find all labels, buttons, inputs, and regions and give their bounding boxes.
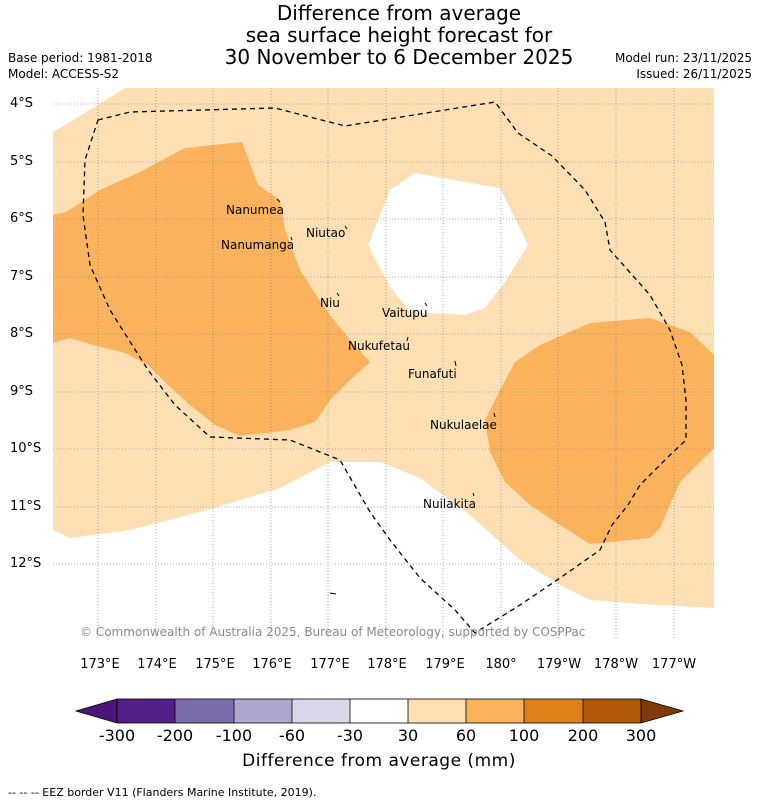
colorbar-swatch-4 [292, 699, 350, 723]
title-line-1: Difference from average [276, 1, 522, 25]
island-label-nukulaelae: Nukulaelae [430, 418, 497, 432]
eez-border [82, 101, 687, 634]
contour-band-60-100-east [485, 318, 714, 544]
lon-label-176e: 176°E [252, 657, 292, 672]
lat-label-5s: 5°S [10, 154, 34, 169]
colorbar-swatch-7 [466, 699, 524, 723]
lat-label-9s: 9°S [10, 384, 34, 399]
lon-label-179w: 179°W [536, 657, 582, 672]
lon-label-173e: 173°E [80, 657, 120, 672]
colorbar-swatch-9 [583, 699, 641, 723]
base-period: Base period: 1981-2018 [8, 51, 153, 65]
colorbar-swatch-3 [234, 699, 292, 723]
lat-label-8s: 8°S [10, 326, 34, 341]
colorbar-tick-label: 60 [455, 726, 477, 745]
colorbar-tick-label: -30 [336, 726, 364, 745]
lon-label-178e: 178°E [367, 657, 407, 672]
lon-label-175e: 175°E [195, 657, 235, 672]
colorbar-tick-label: 30 [397, 726, 419, 745]
colorbar [74, 698, 685, 724]
colorbar-tick-label: 200 [567, 726, 599, 745]
lat-label-7s: 7°S [10, 269, 34, 284]
colorbar-swatch-8 [524, 699, 583, 723]
lon-label-179e: 179°E [425, 657, 465, 672]
colorbar-swatch-5 [350, 699, 408, 723]
graticule [53, 88, 714, 639]
island-label-nanumea: Nanumea [226, 203, 284, 217]
eez-footnote: -- -- -- EEZ border V11 (Flanders Marine… [8, 786, 317, 799]
island-label-niutao: Niutao [306, 226, 346, 240]
lon-label-174e: 174°E [137, 657, 177, 672]
island-label-nukufetau: Nukufetau [348, 339, 411, 353]
lon-label-177w: 177°W [651, 657, 697, 672]
island-label-vaitupu: Vaitupu [382, 306, 428, 320]
colorbar-tick-label: 100 [508, 726, 540, 745]
lon-label-178w: 178°W [593, 657, 639, 672]
copyright-notice: © Commonwealth of Australia 2025, Bureau… [80, 625, 586, 639]
colorbar-extend-low [74, 698, 118, 724]
colorbar-swatch-1 [117, 699, 175, 723]
contour-band-60-100-west [53, 142, 370, 436]
colorbar-tick-label: -60 [278, 726, 306, 745]
island-label-nuilakita: Nuilakita [423, 497, 476, 511]
issued-date: Issued: 26/11/2025 [636, 67, 752, 81]
lat-label-10s: 10°S [10, 441, 42, 456]
island-label-funafuti: Funafuti [408, 367, 457, 381]
colorbar-tick-label: 300 [625, 726, 657, 745]
colorbar-extend-high [640, 698, 685, 724]
island-label-nanumanga: Nanumanga [221, 238, 295, 252]
lat-label-12s: 12°S [10, 556, 42, 571]
lat-label-11s: 11°S [10, 499, 42, 514]
lat-label-4s: 4°S [10, 96, 34, 111]
colorbar-swatch-6 [408, 699, 466, 723]
model-name: Model: ACCESS-S2 [8, 67, 120, 81]
colorbar-swatch-2 [175, 699, 234, 723]
colorbar-title: Difference from average (mm) [242, 751, 516, 771]
title-line-3: 30 November to 6 December 2025 [224, 45, 574, 69]
colorbar-tick-label: -200 [156, 726, 194, 745]
colorbar-tick-label: -300 [98, 726, 136, 745]
island-markers [276, 198, 496, 595]
lon-label-177e: 177°E [310, 657, 350, 672]
lat-label-6s: 6°S [10, 211, 34, 226]
model-run: Model run: 23/11/2025 [614, 51, 752, 65]
island-label-niu: Niu [320, 296, 340, 310]
lon-label-180: 180° [485, 657, 517, 672]
title-line-2: sea surface height forecast for [245, 23, 553, 47]
contour-hole-below-30 [368, 173, 528, 315]
colorbar-tick-label: -100 [215, 726, 253, 745]
